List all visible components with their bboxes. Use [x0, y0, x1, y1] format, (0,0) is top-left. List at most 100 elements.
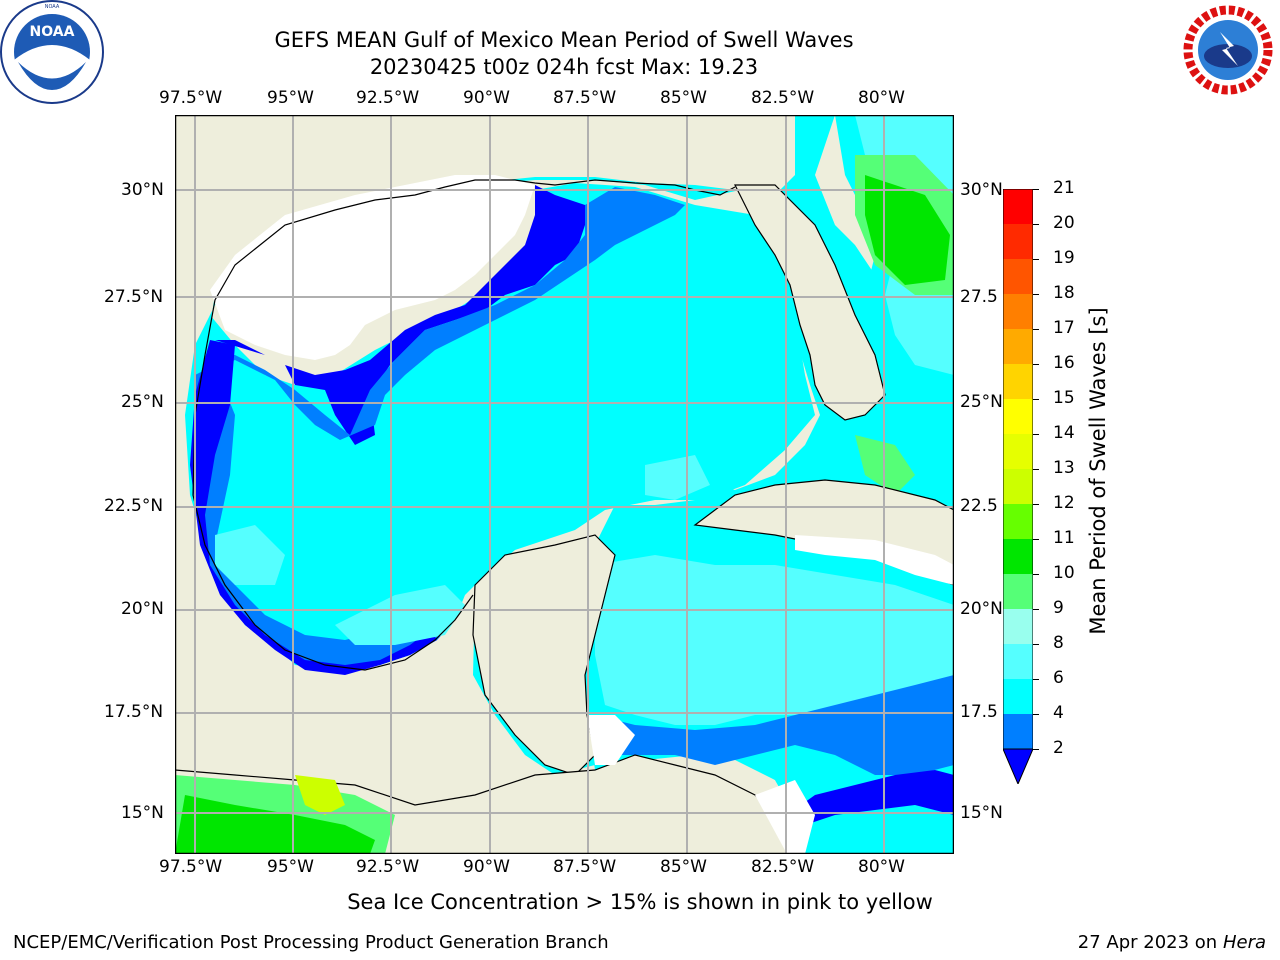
colorbar-segment — [1003, 714, 1033, 749]
colorbar-segment — [1003, 574, 1033, 609]
svg-text:NOAA: NOAA — [45, 4, 60, 10]
sea-ice-note-text: Sea Ice Concentration > 15% is shown in … — [347, 890, 933, 914]
lat-label-left: 15°N — [121, 803, 164, 823]
yucatan-peninsula — [472, 534, 616, 776]
no-data-nw — [210, 175, 535, 360]
sea-ice-note: Sea Ice Concentration > 15% is shown in … — [0, 890, 1280, 914]
mexico-coastline — [192, 354, 474, 671]
colorbar-tick-label: 18 — [1053, 283, 1075, 303]
colorbar-tick-mark — [1033, 469, 1039, 470]
lon-label-bottom: 85°W — [660, 857, 707, 877]
colorbar-tick-label: 4 — [1053, 703, 1064, 723]
caribbean-dark — [787, 770, 954, 854]
colorbar-tick-label: 6 — [1053, 668, 1064, 688]
footer-host: Hera — [1222, 932, 1266, 953]
colorbar-tick-label: 2 — [1053, 738, 1064, 758]
colorbar-tick-label: 14 — [1053, 423, 1075, 443]
light-patch-1 — [215, 525, 285, 585]
colorbar-segment — [1003, 504, 1033, 539]
colorbar-tick-label: 16 — [1053, 353, 1075, 373]
lon-label-bottom: 87.5°W — [553, 857, 617, 877]
lat-label-right: 17.5 — [960, 702, 998, 722]
footer-date: 27 Apr 2023 on Hera — [1078, 932, 1266, 953]
lon-label-top: 85°W — [660, 88, 707, 108]
lon-label-top: 92.5°W — [356, 88, 420, 108]
lat-label-right: 22.5 — [960, 496, 998, 516]
colorbar-segment — [1003, 539, 1033, 574]
lon-label-top: 97.5°W — [159, 88, 223, 108]
chart-subtitle: 20230425 t00z 024h fcst Max: 19.23 — [369, 55, 759, 79]
colorbar-tick-mark — [1033, 609, 1039, 610]
noaa-logo: NOAA NOAA — [0, 0, 104, 104]
colorbar-tick-mark — [1033, 574, 1039, 575]
lat-label-left: 22.5°N — [104, 496, 164, 516]
map-svg — [174, 114, 955, 855]
no-data-cuba-south — [795, 535, 954, 585]
lon-label-top: 90°W — [463, 88, 510, 108]
colorbar-segment — [1003, 329, 1033, 364]
colorbar-tick-label: 21 — [1053, 178, 1075, 198]
lat-label-right: 27.5 — [960, 287, 998, 307]
gulf-basin — [190, 183, 815, 670]
colorbar-tick-label: 19 — [1053, 248, 1075, 268]
colorbar-segment — [1003, 189, 1033, 224]
colorbar-tick-mark — [1033, 399, 1039, 400]
lat-label-right: 25°N — [960, 392, 1003, 412]
west-shelf-dark — [190, 340, 437, 675]
lon-label-top: 82.5°W — [751, 88, 815, 108]
colorbar-tick-mark — [1033, 504, 1039, 505]
colorbar-tick-label: 13 — [1053, 458, 1075, 478]
lon-label-top: 95°W — [267, 88, 314, 108]
colorbar-tick-label: 8 — [1053, 633, 1064, 653]
colorbar-segment — [1003, 609, 1033, 644]
colorbar-segment — [1003, 434, 1033, 469]
chart-title: GEFS MEAN Gulf of Mexico Mean Period of … — [274, 28, 854, 52]
colorbar-tick-mark — [1033, 329, 1039, 330]
colorbar-tick-mark — [1033, 714, 1039, 715]
atlantic-green-core — [865, 175, 950, 285]
pacific-green-core — [175, 795, 375, 854]
lon-label-bottom: 92.5°W — [356, 857, 420, 877]
colorbar-tick-mark — [1033, 679, 1039, 680]
lon-label-bottom: 95°W — [267, 857, 314, 877]
colorbar-tick-label: 10 — [1053, 563, 1075, 583]
colorbar — [1002, 188, 1034, 786]
caribbean-light — [595, 555, 954, 725]
colorbar-tick-mark — [1033, 294, 1039, 295]
pacific-yellow — [295, 775, 345, 815]
colorbar-tick-mark — [1033, 434, 1039, 435]
colorbar-segment — [1003, 399, 1033, 434]
caribbean-mid — [595, 675, 954, 775]
colorbar-tick-mark — [1033, 259, 1039, 260]
graticule — [175, 115, 954, 854]
lon-label-bottom: 80°W — [858, 857, 905, 877]
lon-label-bottom: 90°W — [463, 857, 510, 877]
colorbar-segment — [1003, 259, 1033, 294]
colorbar-segment — [1003, 364, 1033, 399]
no-data-yucatan-gap — [587, 715, 635, 765]
colorbar-tick-label: 15 — [1053, 388, 1075, 408]
lat-label-left: 17.5°N — [104, 702, 164, 722]
colorbar-tick-mark — [1033, 224, 1039, 225]
colorbar-segment — [1003, 644, 1033, 679]
colorbar-tick-label: 11 — [1053, 528, 1075, 548]
lon-label-bottom: 97.5°W — [159, 857, 223, 877]
colorbar-tick-label: 20 — [1053, 213, 1075, 233]
map-panel — [174, 114, 955, 855]
colorbar-tick-mark — [1033, 189, 1039, 190]
colorbar-segment — [1003, 224, 1033, 259]
colorbar-tick-label: 12 — [1053, 493, 1075, 513]
lat-label-left: 25°N — [121, 392, 164, 412]
gulf-coastline — [204, 179, 736, 356]
colorbar-segment — [1003, 294, 1033, 329]
noaa-logo-text: NOAA — [30, 24, 75, 40]
nws-logo — [1176, 0, 1280, 104]
lat-label-left: 20°N — [121, 599, 164, 619]
lon-label-top: 80°W — [858, 88, 905, 108]
lon-label-top: 87.5°W — [553, 88, 617, 108]
light-patch-2 — [335, 585, 465, 645]
north-shelf-mid — [200, 187, 685, 440]
lat-label-right: 15°N — [960, 803, 1003, 823]
colorbar-tick-mark — [1033, 749, 1039, 750]
colorbar-segment — [1003, 679, 1033, 714]
